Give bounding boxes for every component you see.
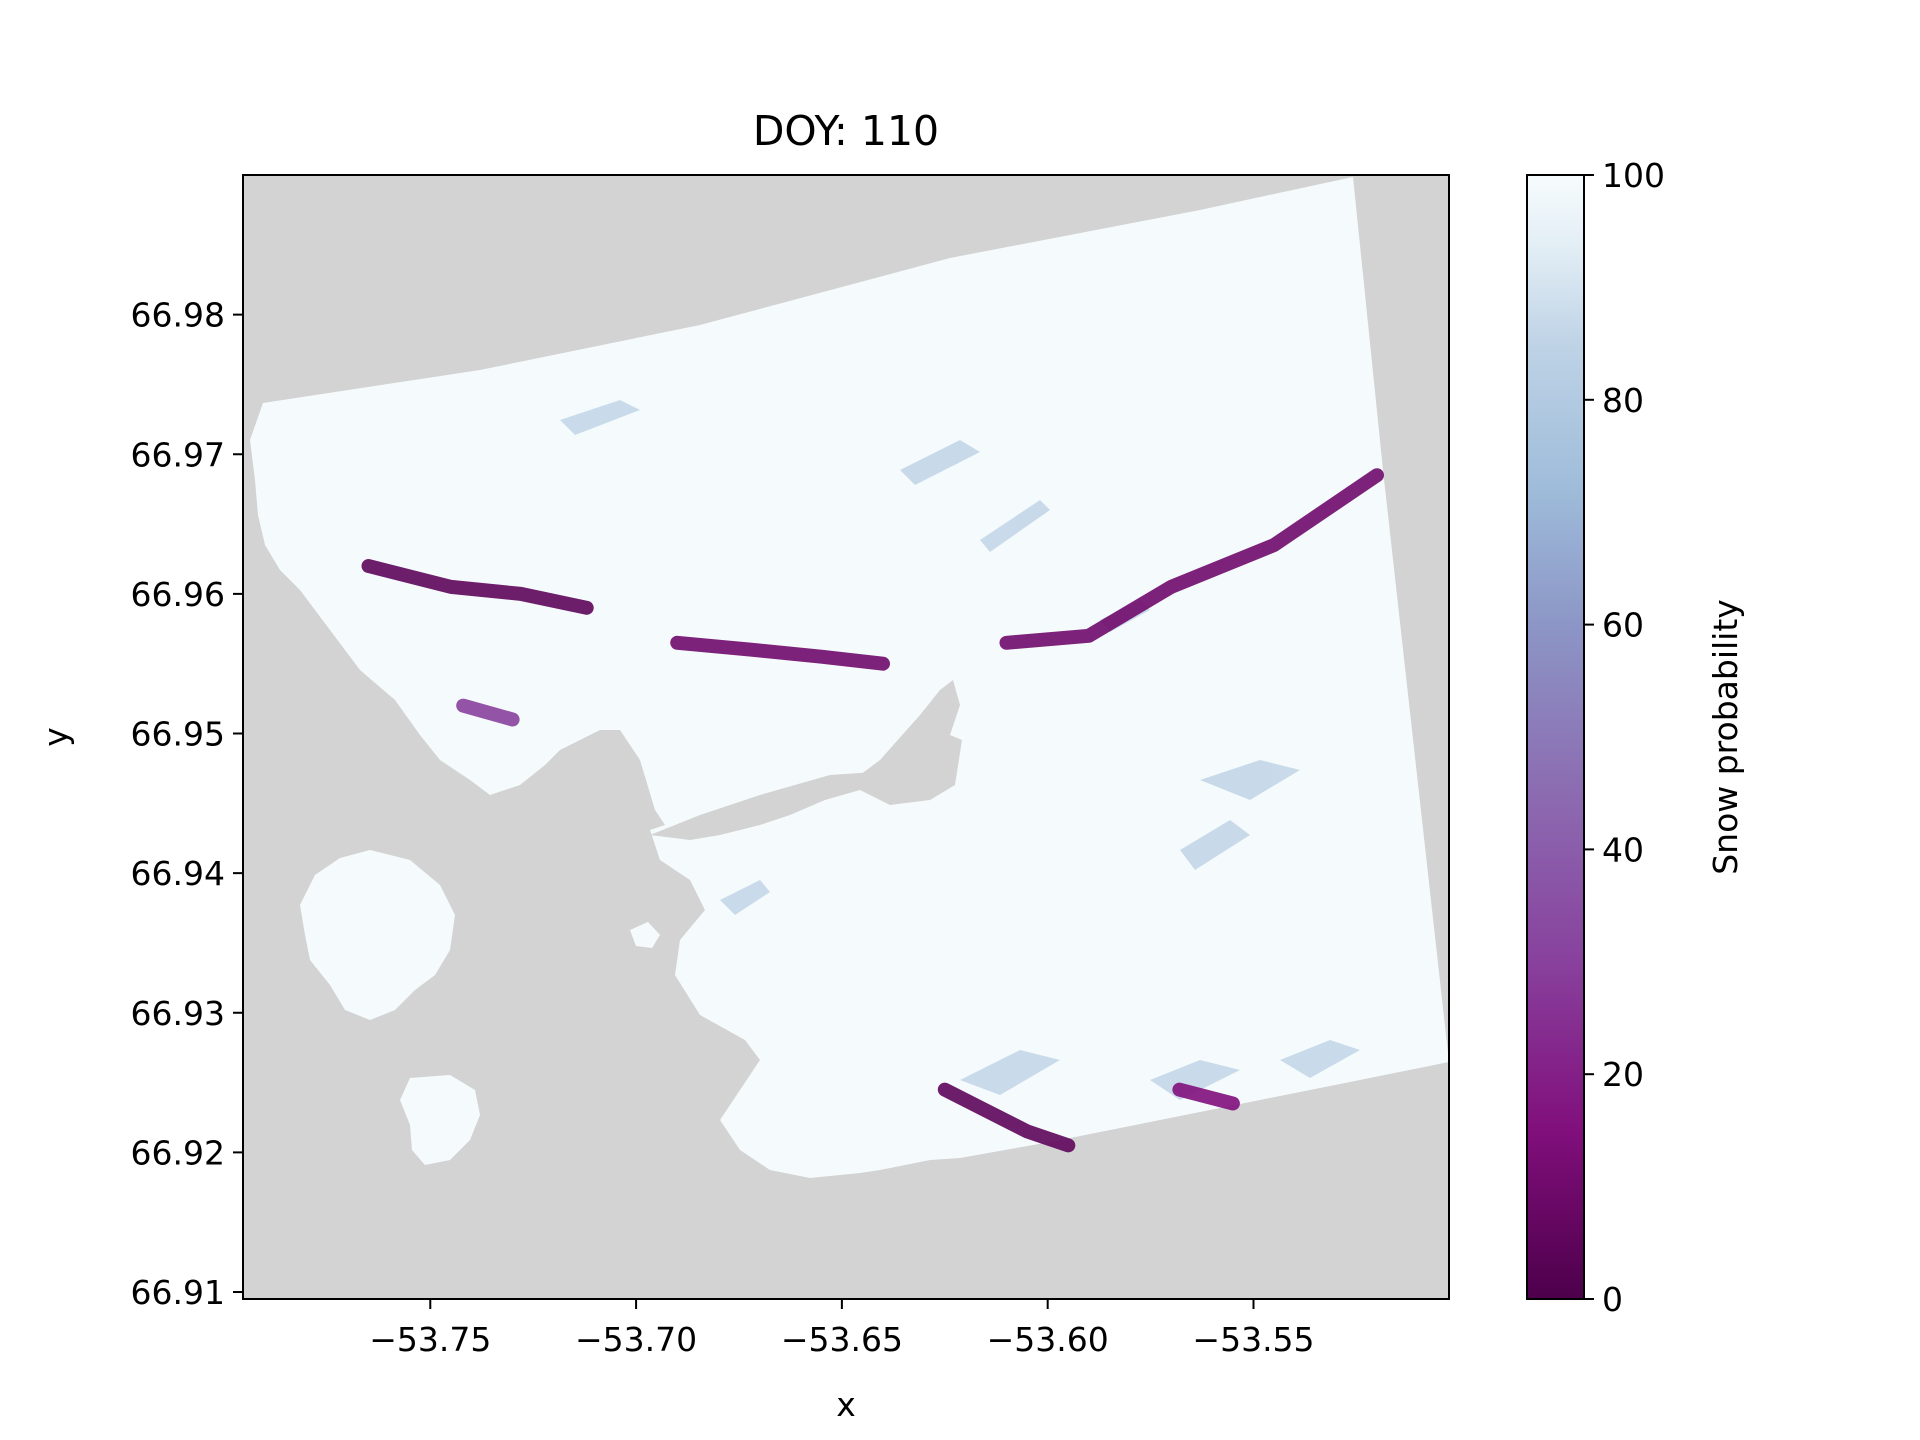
chart-title: DOY: 110 [753, 107, 939, 155]
x-tick-label: −53.55 [1192, 1320, 1314, 1359]
land-area-main [250, 177, 1449, 1178]
y-tick-label: 66.94 [131, 854, 225, 893]
colorbar-ticks: 0 20 40 60 80 100 [1584, 156, 1665, 1319]
y-tick-label: 66.93 [131, 994, 225, 1033]
y-tick-label: 66.95 [131, 715, 225, 754]
colorbar-tick-label: 100 [1602, 156, 1665, 195]
plot-area [242, 174, 1450, 1300]
y-tick-label: 66.98 [131, 296, 225, 335]
islet-small [630, 922, 660, 948]
low-snow-ridge [999, 468, 1384, 650]
y-axis-label: y [36, 727, 75, 747]
colorbar-tick-label: 40 [1602, 830, 1644, 869]
y-tick-label: 66.91 [131, 1273, 225, 1312]
low-snow-ridge [456, 698, 520, 727]
colorbar-label: Snow probability [1706, 599, 1745, 875]
low-snow-ridge [937, 1082, 1076, 1153]
low-snow-ridge [1172, 1082, 1240, 1111]
snow-map [250, 177, 1449, 1178]
y-tick-label: 66.97 [131, 435, 225, 474]
colorbar-gradient [1526, 174, 1585, 1300]
colorbar-tick-label: 80 [1602, 381, 1644, 420]
colorbar-tick-label: 60 [1602, 606, 1644, 645]
x-tick-label: −53.75 [369, 1320, 491, 1359]
island-southwest [400, 1075, 480, 1165]
y-tick-label: 66.92 [131, 1133, 225, 1172]
bay-water [650, 740, 962, 840]
colorbar: 0 20 40 60 80 100 Snow probability [1526, 156, 1745, 1319]
texture-light [560, 400, 1360, 1100]
colorbar-tick-label: 20 [1602, 1055, 1644, 1094]
x-tick-label: −53.65 [781, 1320, 903, 1359]
y-tick-label: 66.96 [131, 575, 225, 614]
plot-frame [242, 174, 1450, 1300]
x-axis: −53.75 −53.70 −53.65 −53.60 −53.55 [369, 1299, 1315, 1359]
x-tick-label: −53.70 [575, 1320, 697, 1359]
island-west [300, 850, 455, 1020]
low-snow-ridge [670, 635, 890, 671]
ridge-layer [361, 468, 1384, 1153]
x-tick-label: −53.60 [987, 1320, 1109, 1359]
low-snow-ridge [361, 559, 594, 615]
x-axis-label: x [836, 1385, 856, 1424]
colorbar-tick-label: 0 [1602, 1280, 1623, 1319]
y-axis: 66.91 66.92 66.93 66.94 66.95 66.96 66.97 66.98 [131, 296, 243, 1312]
